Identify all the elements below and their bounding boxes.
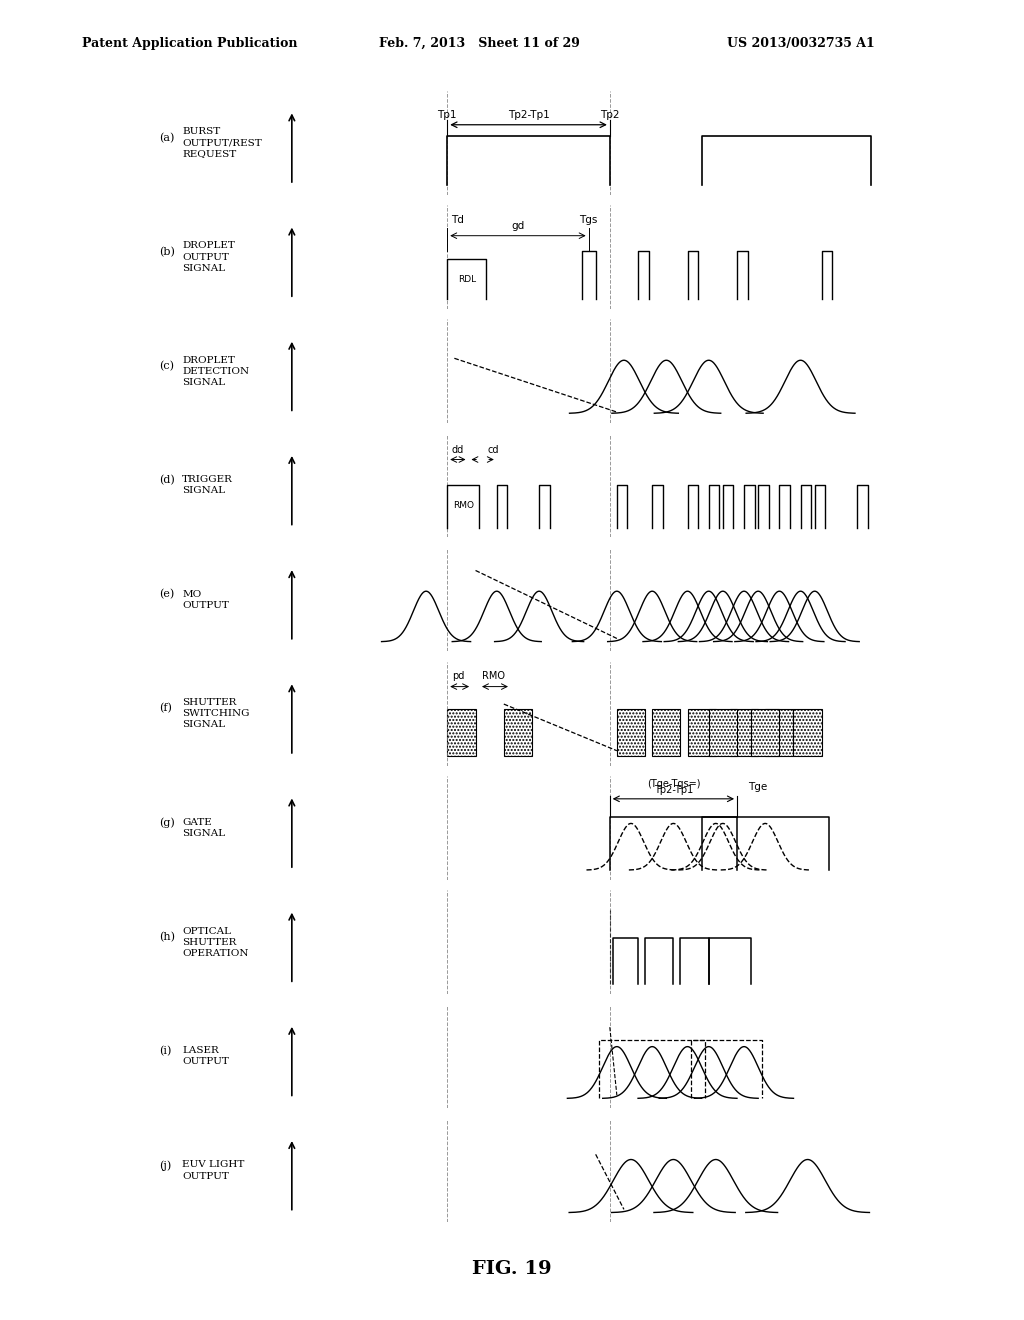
Text: (j): (j) — [159, 1160, 171, 1171]
Text: Tp2: Tp2 — [600, 111, 620, 120]
Text: (Tge-Tgs=): (Tge-Tgs=) — [646, 779, 700, 789]
Bar — [616, 709, 645, 756]
Text: Patent Application Publication: Patent Application Publication — [82, 37, 297, 50]
Text: FIG. 19: FIG. 19 — [472, 1259, 552, 1278]
Text: (a): (a) — [159, 132, 174, 143]
Text: (g): (g) — [159, 817, 174, 828]
Text: RMO: RMO — [481, 672, 505, 681]
Text: Tp2-Tp1: Tp2-Tp1 — [508, 111, 550, 120]
Text: gd: gd — [511, 222, 524, 231]
Bar — [765, 709, 794, 756]
Text: (i): (i) — [159, 1045, 171, 1056]
Text: (c): (c) — [159, 360, 174, 371]
Text: RDL: RDL — [458, 276, 476, 284]
Text: SHUTTER
SWITCHING
SIGNAL: SHUTTER SWITCHING SIGNAL — [182, 698, 250, 730]
Bar — [709, 709, 737, 756]
Text: cd: cd — [487, 445, 499, 455]
Text: EUV LIGHT
OUTPUT: EUV LIGHT OUTPUT — [182, 1160, 245, 1180]
Text: US 2013/0032735 A1: US 2013/0032735 A1 — [727, 37, 874, 50]
Text: RMO: RMO — [453, 502, 474, 510]
Text: (e): (e) — [159, 589, 174, 599]
Text: (d): (d) — [159, 475, 174, 486]
Bar — [652, 709, 680, 756]
Text: Feb. 7, 2013   Sheet 11 of 29: Feb. 7, 2013 Sheet 11 of 29 — [379, 37, 580, 50]
Text: TRIGGER
SIGNAL: TRIGGER SIGNAL — [182, 475, 233, 495]
Text: BURST
OUTPUT/REST
REQUEST: BURST OUTPUT/REST REQUEST — [182, 127, 262, 158]
Text: DROPLET
DETECTION
SIGNAL: DROPLET DETECTION SIGNAL — [182, 355, 250, 387]
Text: (b): (b) — [159, 247, 175, 257]
Text: Tp2-Tp1: Tp2-Tp1 — [653, 785, 693, 795]
Text: Tge: Tge — [749, 783, 768, 792]
Text: Tgs: Tgs — [580, 215, 598, 224]
Text: Td: Td — [451, 215, 464, 224]
Text: OPTICAL
SHUTTER
OPERATION: OPTICAL SHUTTER OPERATION — [182, 927, 249, 958]
Text: MO
OUTPUT: MO OUTPUT — [182, 590, 229, 610]
Text: Tp1: Tp1 — [437, 111, 457, 120]
Text: LASER
OUTPUT: LASER OUTPUT — [182, 1047, 229, 1067]
Text: GATE
SIGNAL: GATE SIGNAL — [182, 818, 225, 838]
Bar — [687, 709, 716, 756]
Bar — [794, 709, 821, 756]
Text: (f): (f) — [159, 704, 172, 714]
Text: dd: dd — [452, 445, 464, 455]
Bar — [730, 709, 758, 756]
Bar — [447, 709, 475, 756]
Text: pd: pd — [452, 672, 464, 681]
Bar — [504, 709, 532, 756]
Bar — [752, 709, 779, 756]
Text: DROPLET
OUTPUT
SIGNAL: DROPLET OUTPUT SIGNAL — [182, 242, 236, 273]
Text: (h): (h) — [159, 932, 175, 942]
